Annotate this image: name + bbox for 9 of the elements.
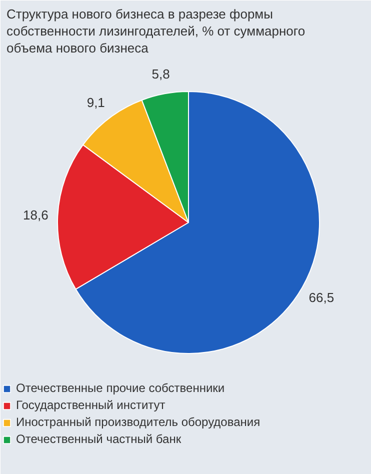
data-label: 5,8 xyxy=(152,66,170,82)
legend-label: Государственный институт xyxy=(16,398,166,412)
chart-title: Структура нового бизнеса в разрезе формы собственности лизингодателей, % от суммарного объема нового бизнеса xyxy=(6,6,306,56)
data-label: 9,1 xyxy=(86,94,105,110)
legend-label: Отечественные прочие собственники xyxy=(16,381,225,395)
legend-label: Отечественный частный банк xyxy=(16,432,182,446)
legend-label: Иностранный производитель оборудования xyxy=(16,415,260,429)
data-label: 66,5 xyxy=(308,290,334,305)
data-label: 18,6 xyxy=(23,207,48,222)
